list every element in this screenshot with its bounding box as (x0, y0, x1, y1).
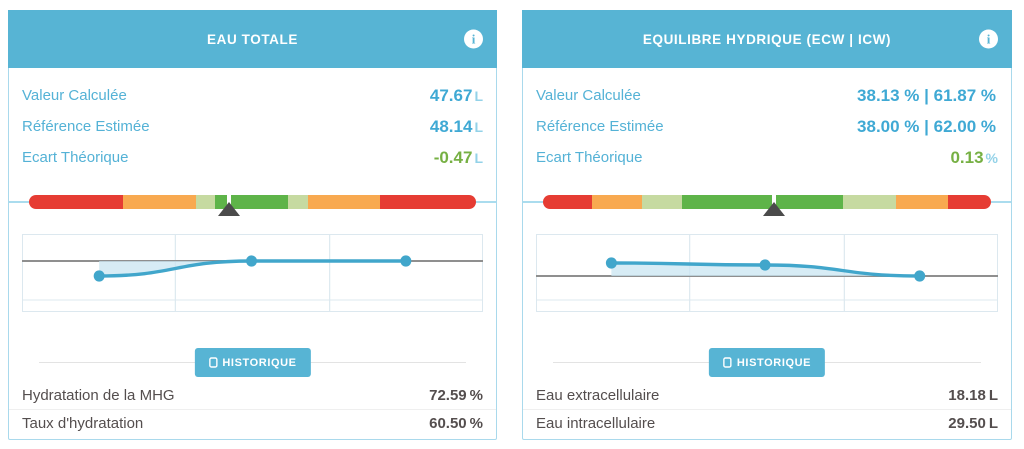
gauge-segment-lightGreen (641, 195, 682, 209)
info-icon[interactable]: i (979, 29, 998, 49)
historique-icon (723, 357, 732, 368)
row-value-number: 0.13 (950, 147, 984, 167)
row-value-number: 38.13 % | 61.87 % (857, 85, 996, 105)
gauge-segment-lightGreen (843, 195, 896, 209)
footer-value-number: 29.50 (948, 415, 986, 432)
row-label: Référence Estimée (536, 118, 664, 135)
footer-value-unit: L (988, 415, 998, 432)
gauge-segment-orange (895, 195, 948, 209)
row-value-number: 38.00 % | 62.00 % (857, 116, 996, 136)
footer-row-label: Taux d'hydratation (22, 415, 144, 432)
card-header: EAU TOTALE i (8, 10, 497, 68)
footer-row: Eau intracellulaire 29.50 L (523, 409, 1011, 437)
footer-row-value: 29.50 L (948, 415, 998, 432)
info-glyph: i (986, 31, 991, 47)
card-title: EAU TOTALE (206, 31, 298, 47)
row-label: Valeur Calculée (22, 87, 127, 104)
footer-value-unit: % (469, 415, 483, 432)
value-row: Référence Estimée 48.14 L (9, 111, 496, 142)
value-row: Valeur Calculée 38.13 % | 61.87 % (523, 80, 1011, 111)
sparkline-svg (536, 234, 998, 312)
gauge-bar (543, 195, 991, 209)
footer-value-unit: L (988, 386, 998, 404)
historique-section: HISTORIQUE (523, 348, 1011, 378)
footer-value-number: 18.18 (948, 386, 986, 404)
row-value: 48.14 L (430, 117, 483, 137)
historique-section: HISTORIQUE (9, 348, 496, 378)
footer-row: Hydratation de la MHG 72.59% (9, 381, 496, 409)
gauge-segment-orange (592, 195, 642, 209)
row-label: Référence Estimée (22, 118, 150, 135)
footer-row-value: 60.50% (429, 415, 483, 432)
footer-row-label: Eau extracellulaire (536, 386, 660, 404)
value-row: Ecart Théorique 0.13% (523, 142, 1011, 173)
footer-rows: Eau extracellulaire 18.18 L Eau intracellul… (523, 381, 1011, 437)
historique-icon (208, 357, 218, 368)
row-value-unit: L (474, 87, 483, 104)
reference-gauge (523, 188, 1011, 226)
historique-button[interactable]: HISTORIQUE (708, 348, 826, 377)
footer-row-value: 18.18 L (948, 387, 998, 404)
row-value: -0.47 L (434, 148, 483, 168)
row-value: 47.67 L (430, 86, 483, 106)
row-label: Ecart Théorique (22, 149, 129, 166)
gauge-segment-orange (307, 195, 381, 209)
footer-row-label: Eau intracellulaire (536, 415, 656, 432)
row-label: Ecart Théorique (536, 149, 643, 166)
historique-button-label: HISTORIQUE (736, 356, 812, 369)
info-icon[interactable]: i (464, 29, 483, 49)
gauge-segment-red (543, 195, 593, 209)
value-rows: Valeur Calculée 47.67 L Référence Estimée 48… (9, 68, 496, 173)
info-glyph: i (471, 31, 476, 47)
value-row: Référence Estimée 38.00 % | 62.00 % (523, 111, 1011, 142)
gauge-segment-green (681, 195, 844, 209)
row-value-unit: % (985, 149, 998, 166)
row-value-unit: L (474, 149, 483, 166)
value-rows: Valeur Calculée 38.13 % | 61.87 % Référenc… (523, 68, 1011, 173)
metric-card: EQUILIBRE HYDRIQUE (ECW | ICW) i Valeur … (522, 10, 1012, 440)
sparkline-svg (22, 234, 483, 312)
row-value: 0.13% (950, 148, 998, 168)
row-value: 38.13 % | 61.87 % (857, 86, 998, 106)
value-row: Valeur Calculée 47.67 L (9, 80, 496, 111)
gauge-segment-red (380, 195, 476, 209)
gauge-pointer-icon (762, 202, 785, 216)
gauge-segment-red (29, 195, 123, 209)
history-sparkline-chart (536, 234, 998, 312)
row-label: Valeur Calculée (536, 87, 641, 104)
gauge-bar (29, 195, 476, 209)
footer-value-number: 72.59 (429, 386, 467, 404)
gauge-pointer-icon (217, 202, 240, 216)
row-value-unit: L (474, 118, 483, 135)
gauge-segment-orange (122, 195, 196, 209)
row-value-number: 48.14 (429, 116, 473, 136)
historique-button[interactable]: HISTORIQUE (194, 348, 311, 377)
footer-rows: Hydratation de la MHG 72.59% Taux d'hydrat… (9, 381, 496, 437)
footer-row-label: Hydratation de la MHG (22, 386, 175, 404)
metric-card: EAU TOTALE i Valeur Calculée 47.67 L Référe… (8, 10, 497, 440)
card-title: EQUILIBRE HYDRIQUE (ECW | ICW) (642, 31, 892, 47)
reference-gauge (9, 188, 496, 226)
gauge-segment-red (947, 195, 991, 209)
footer-value-number: 60.50 (429, 415, 467, 432)
value-row: Ecart Théorique -0.47 L (9, 142, 496, 173)
row-value: 38.00 % | 62.00 % (857, 117, 998, 137)
history-sparkline-chart (22, 234, 483, 312)
footer-value-unit: % (469, 386, 483, 404)
card-header: EQUILIBRE HYDRIQUE (ECW | ICW) i (522, 10, 1012, 68)
footer-row: Taux d'hydratation 60.50% (9, 409, 496, 437)
row-value-number: 47.67 (429, 85, 473, 105)
gauge-segment-lightGreen (195, 195, 216, 209)
row-value-number: -0.47 (433, 147, 473, 167)
historique-button-label: HISTORIQUE (222, 356, 297, 369)
footer-row: Eau extracellulaire 18.18 L (523, 381, 1011, 409)
footer-row-value: 72.59% (429, 387, 483, 404)
gauge-segment-lightGreen (288, 195, 308, 209)
